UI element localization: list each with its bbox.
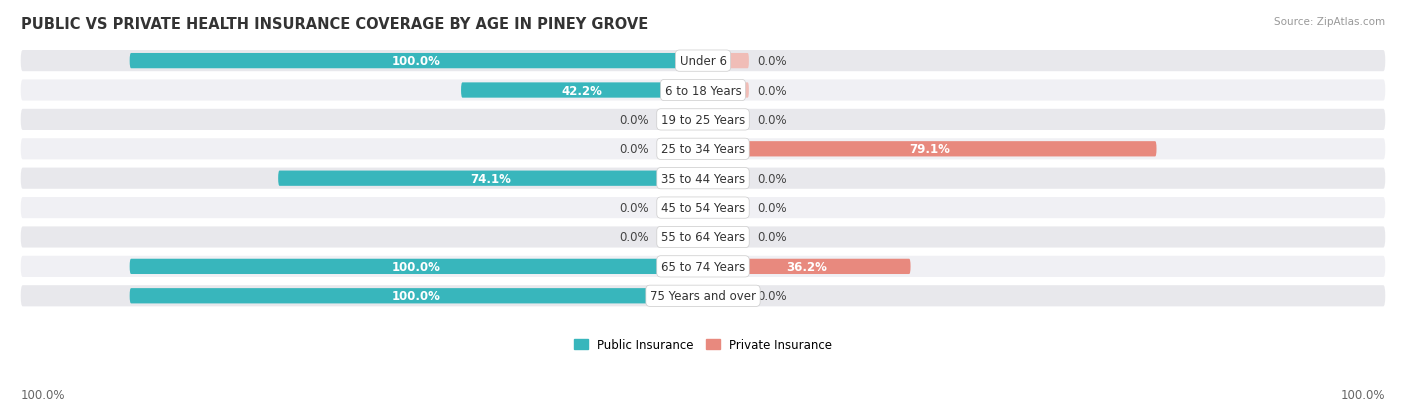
- Text: 65 to 74 Years: 65 to 74 Years: [661, 260, 745, 273]
- Text: 0.0%: 0.0%: [758, 114, 787, 127]
- FancyBboxPatch shape: [706, 171, 749, 186]
- FancyBboxPatch shape: [706, 54, 749, 69]
- Text: 0.0%: 0.0%: [758, 172, 787, 185]
- Text: 0.0%: 0.0%: [619, 114, 648, 127]
- Text: 0.0%: 0.0%: [758, 55, 787, 68]
- FancyBboxPatch shape: [717, 259, 911, 274]
- Text: 0.0%: 0.0%: [619, 202, 648, 215]
- FancyBboxPatch shape: [21, 80, 1385, 101]
- FancyBboxPatch shape: [706, 83, 749, 98]
- Text: 35 to 44 Years: 35 to 44 Years: [661, 172, 745, 185]
- Text: 0.0%: 0.0%: [758, 84, 787, 97]
- FancyBboxPatch shape: [657, 230, 700, 245]
- Text: PUBLIC VS PRIVATE HEALTH INSURANCE COVERAGE BY AGE IN PINEY GROVE: PUBLIC VS PRIVATE HEALTH INSURANCE COVER…: [21, 17, 648, 31]
- FancyBboxPatch shape: [278, 171, 689, 186]
- Text: 36.2%: 36.2%: [786, 260, 827, 273]
- FancyBboxPatch shape: [21, 139, 1385, 160]
- FancyBboxPatch shape: [21, 109, 1385, 131]
- FancyBboxPatch shape: [657, 142, 700, 157]
- FancyBboxPatch shape: [461, 83, 689, 98]
- Text: 79.1%: 79.1%: [910, 143, 950, 156]
- FancyBboxPatch shape: [21, 51, 1385, 72]
- FancyBboxPatch shape: [657, 200, 700, 216]
- FancyBboxPatch shape: [706, 230, 749, 245]
- Text: 100.0%: 100.0%: [392, 290, 440, 303]
- FancyBboxPatch shape: [21, 256, 1385, 277]
- FancyBboxPatch shape: [129, 288, 689, 304]
- Text: 100.0%: 100.0%: [1340, 388, 1385, 401]
- Text: 74.1%: 74.1%: [470, 172, 510, 185]
- Text: 0.0%: 0.0%: [758, 202, 787, 215]
- Text: 100.0%: 100.0%: [392, 260, 440, 273]
- Text: 75 Years and over: 75 Years and over: [650, 290, 756, 303]
- FancyBboxPatch shape: [129, 259, 689, 274]
- Legend: Public Insurance, Private Insurance: Public Insurance, Private Insurance: [569, 334, 837, 356]
- FancyBboxPatch shape: [129, 54, 689, 69]
- Text: 45 to 54 Years: 45 to 54 Years: [661, 202, 745, 215]
- Text: 0.0%: 0.0%: [758, 290, 787, 303]
- Text: 0.0%: 0.0%: [619, 143, 648, 156]
- Text: 0.0%: 0.0%: [619, 231, 648, 244]
- Text: Source: ZipAtlas.com: Source: ZipAtlas.com: [1274, 17, 1385, 26]
- Text: 55 to 64 Years: 55 to 64 Years: [661, 231, 745, 244]
- FancyBboxPatch shape: [706, 288, 749, 304]
- Text: 25 to 34 Years: 25 to 34 Years: [661, 143, 745, 156]
- Text: 0.0%: 0.0%: [758, 231, 787, 244]
- Text: 19 to 25 Years: 19 to 25 Years: [661, 114, 745, 127]
- FancyBboxPatch shape: [657, 112, 700, 128]
- FancyBboxPatch shape: [21, 285, 1385, 306]
- Text: 42.2%: 42.2%: [561, 84, 602, 97]
- Text: 6 to 18 Years: 6 to 18 Years: [665, 84, 741, 97]
- FancyBboxPatch shape: [21, 197, 1385, 218]
- FancyBboxPatch shape: [21, 227, 1385, 248]
- FancyBboxPatch shape: [21, 168, 1385, 189]
- Text: 100.0%: 100.0%: [392, 55, 440, 68]
- Text: Under 6: Under 6: [679, 55, 727, 68]
- FancyBboxPatch shape: [706, 200, 749, 216]
- FancyBboxPatch shape: [706, 112, 749, 128]
- Text: 100.0%: 100.0%: [21, 388, 66, 401]
- FancyBboxPatch shape: [717, 142, 1157, 157]
